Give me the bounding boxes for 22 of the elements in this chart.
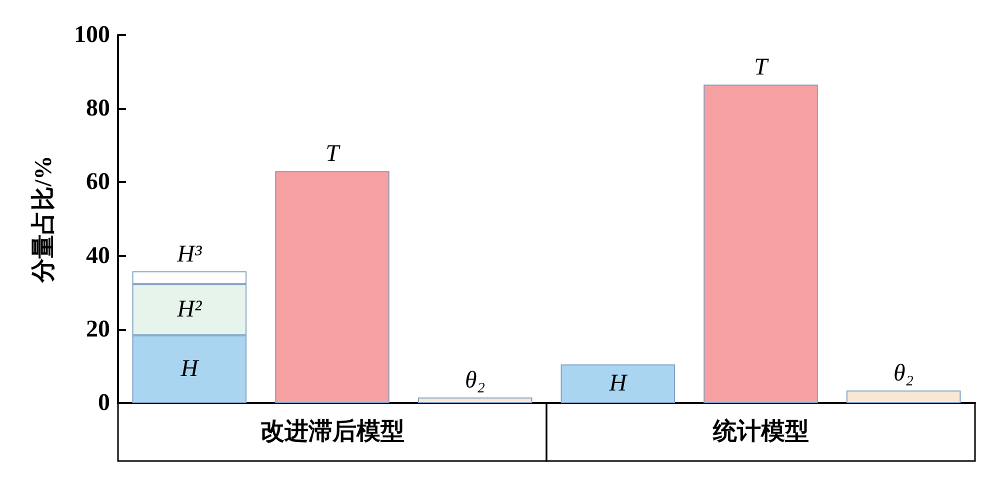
series-label: H³	[176, 241, 202, 268]
y-axis-title: 分量占比/%	[30, 156, 57, 284]
y-tick-label: 40	[86, 242, 110, 269]
series-label: H²	[176, 296, 202, 323]
text: 统计模型	[712, 418, 809, 445]
y-tick-label: 0	[98, 390, 110, 416]
series-label: T	[326, 141, 341, 168]
text: 改进滞后模型	[260, 418, 404, 445]
bar	[275, 171, 390, 403]
bar	[846, 390, 961, 403]
series-label: θ₂	[465, 367, 486, 394]
y-tick-label: 80	[86, 96, 110, 122]
y-tick-label: 20	[86, 316, 110, 342]
text: T	[754, 54, 768, 81]
text: H	[180, 356, 198, 382]
bar	[418, 397, 532, 403]
y-tick-label: 100	[74, 22, 110, 48]
series-label: H	[608, 370, 628, 397]
text: θ₂	[894, 360, 914, 386]
bar	[560, 364, 676, 403]
y-tick-label: 60	[86, 169, 110, 196]
bar	[704, 84, 818, 403]
